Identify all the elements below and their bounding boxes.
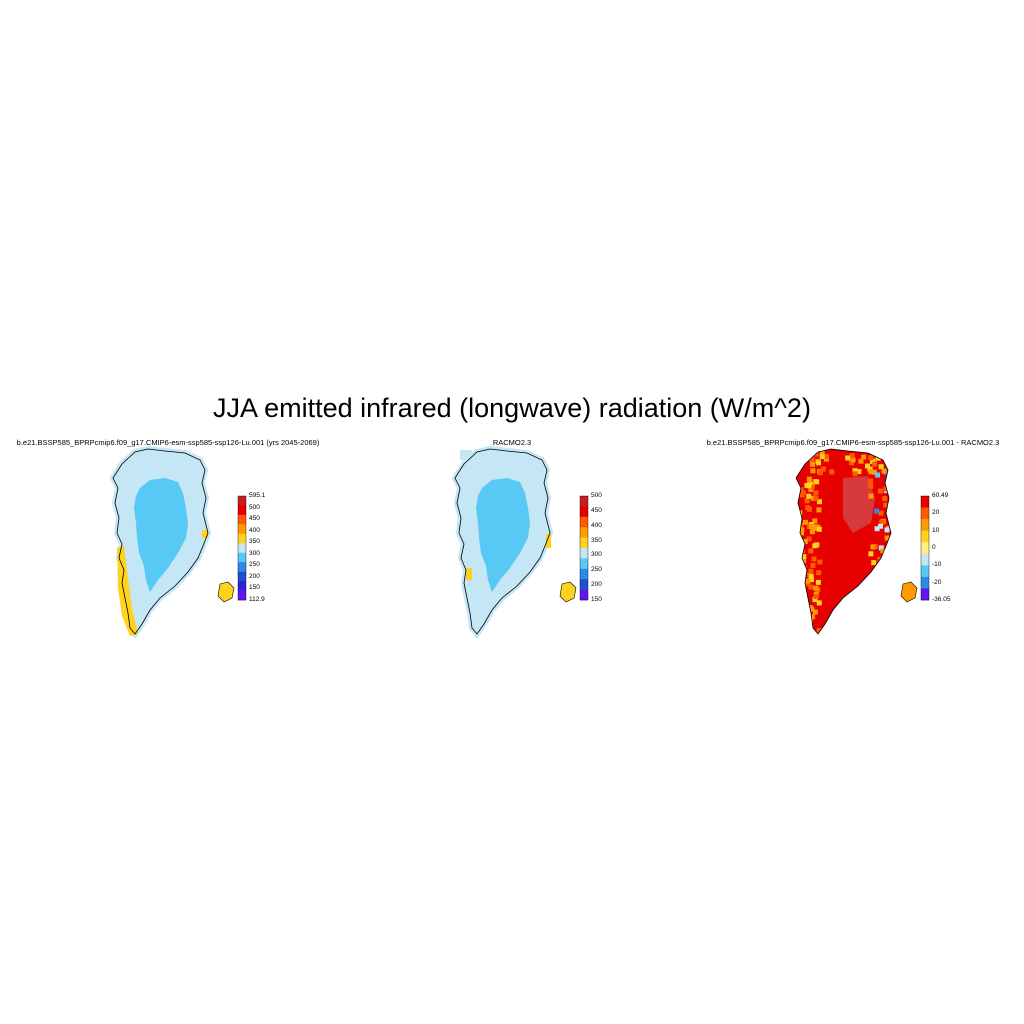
panel-racmo: RACMO2.3 500 450 400 350 300 250 200 150 — [342, 438, 682, 658]
colorbar-tick-label: 400 — [591, 521, 602, 529]
colorbar-tick-label: 200 — [591, 581, 602, 589]
colorbar-swatch — [580, 548, 588, 559]
colorbar-swatch — [580, 589, 588, 601]
colorbar-tick-label: 500 — [249, 503, 260, 511]
colorbar — [579, 495, 589, 601]
colorbar-swatch — [921, 542, 929, 555]
colorbar-swatch — [238, 590, 246, 601]
colorbar-tick-label: 500 — [591, 492, 602, 499]
colorbar-tick-label: 300 — [249, 549, 260, 557]
colorbar-swatch — [580, 568, 588, 580]
panel-difference: b.e21.BSSP585_BPRPcmip6.f09_g17.CMIP6-es… — [683, 438, 1023, 658]
colorbar-swatch — [921, 530, 929, 543]
colorbar-tick-label: 300 — [591, 551, 602, 559]
colorbar-swatch — [238, 571, 246, 582]
panel-model: b.e21.BSSP585_BPRPcmip6.f09_g17.CMIP6-es… — [0, 438, 340, 658]
ice-sheet-fill — [134, 478, 188, 592]
colorbar — [237, 495, 247, 601]
colorbar-tick-label: 250 — [249, 561, 260, 569]
colorbar-swatch — [921, 588, 929, 601]
colorbar-swatch — [238, 543, 246, 554]
colorbar-swatch — [238, 581, 246, 591]
colorbar-tick-label: 200 — [249, 572, 260, 580]
colorbar-tick-label: -10 — [932, 561, 942, 569]
panel-title: b.e21.BSSP585_BPRPcmip6.f09_g17.CMIP6-es… — [16, 438, 320, 447]
figure-title: JJA emitted infrared (longwave) radiatio… — [213, 393, 811, 423]
colorbar-tick-label: 112.9 — [249, 596, 265, 603]
colorbar-swatch — [921, 565, 929, 578]
colorbar-swatch — [580, 496, 588, 507]
colorbar-swatch — [580, 506, 588, 518]
panel-title: b.e21.BSSP585_BPRPcmip6.f09_g17.CMIP6-es… — [706, 438, 1000, 447]
map-layer — [795, 448, 918, 635]
colorbar-tick-label: -20 — [932, 578, 942, 586]
colorbar-tick-label: 10 — [932, 526, 940, 534]
colorbar-swatch — [921, 496, 929, 508]
colorbar-tick-label: 150 — [249, 584, 260, 592]
map-layer — [451, 445, 577, 639]
colorbar-swatch — [238, 533, 246, 544]
colorbar-swatch — [921, 507, 929, 520]
colorbar-swatch — [921, 553, 929, 566]
greenland-map — [109, 445, 247, 639]
ice-sheet-fill — [476, 478, 530, 592]
colorbar-tick-label: 250 — [591, 566, 602, 574]
colorbar-tick-label: 400 — [249, 526, 260, 534]
colorbar-swatch — [580, 527, 588, 538]
colorbar-swatch — [921, 519, 929, 531]
colorbar-swatch — [580, 558, 588, 570]
colorbar-tick-label: 20 — [932, 509, 940, 517]
colorbar-swatch — [580, 537, 588, 549]
colorbar-tick-label: 350 — [249, 538, 260, 546]
colorbar-swatch — [238, 496, 246, 506]
colorbar-swatch — [238, 552, 246, 563]
map-layer — [109, 445, 235, 639]
greenland-map — [451, 445, 589, 639]
colorbar-tick-label: 450 — [591, 506, 602, 514]
panel-title: RACMO2.3 — [492, 438, 532, 447]
colorbar-swatch — [580, 516, 588, 528]
colorbar-tick-label: 60.49 — [932, 492, 949, 499]
colorbar-swatch — [580, 579, 588, 590]
colorbar — [920, 495, 930, 601]
greenland-map — [795, 448, 930, 635]
colorbar-tick-label: 150 — [591, 596, 602, 603]
colorbar-tick-label: -36.05 — [932, 596, 951, 603]
colorbar-swatch — [238, 524, 246, 535]
colorbar-tick-label: 350 — [591, 536, 602, 544]
colorbar-swatch — [921, 576, 929, 589]
colorbar-swatch — [238, 514, 246, 525]
colorbar-tick-label: 450 — [249, 515, 260, 523]
colorbar-tick-label: 595.1 — [249, 492, 266, 499]
colorbar-swatch — [238, 505, 246, 516]
colorbar-swatch — [238, 562, 246, 572]
colorbar-tick-label: 0 — [932, 544, 936, 551]
